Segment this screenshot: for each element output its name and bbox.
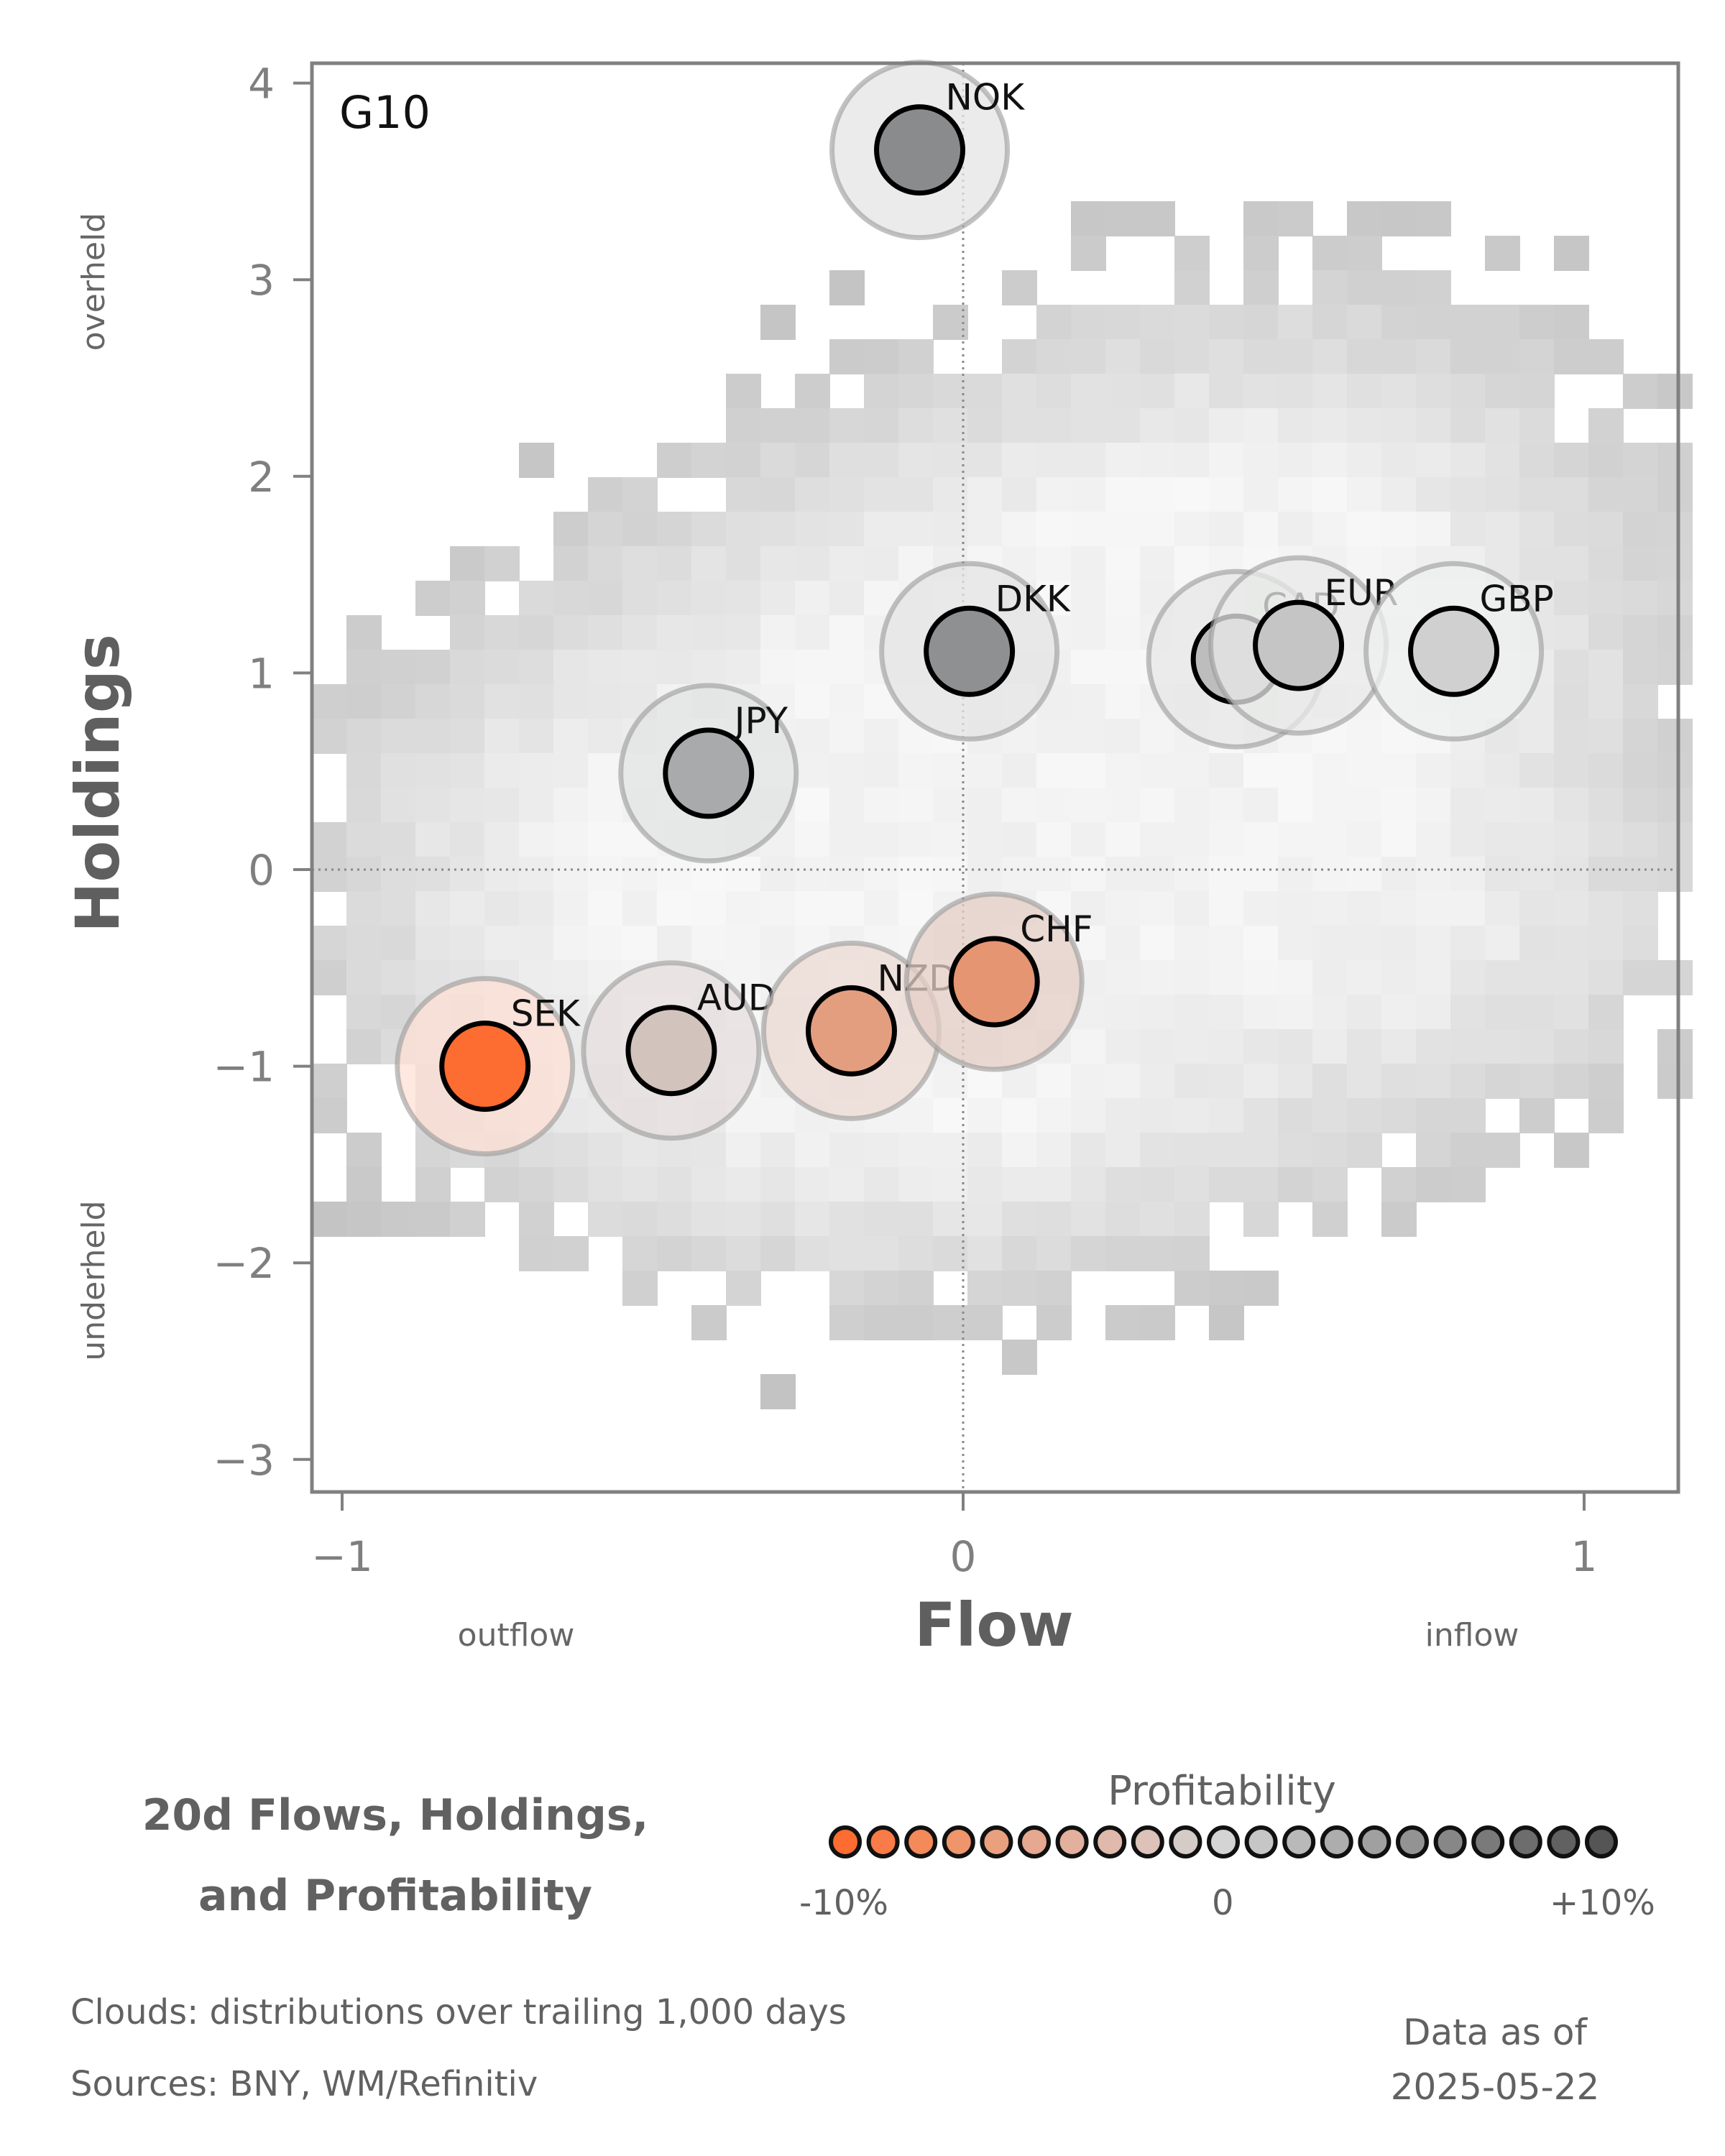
label-chf: CHF [1020, 908, 1092, 950]
legend-swatch [1509, 1825, 1542, 1858]
bubble-eur: EUR [1208, 555, 1398, 736]
x-tick-label: 0 [950, 1532, 977, 1581]
chart-title-line2: and Profitability [198, 1871, 592, 1921]
bubble-sek: SEK [395, 976, 581, 1157]
as-of-label: Data as of [1402, 2012, 1588, 2053]
legend-swatch [866, 1825, 900, 1858]
label-gbp: GBP [1480, 578, 1554, 619]
bubble-nok: NOK [829, 60, 1026, 241]
chart-title-line1: 20d Flows, Holdings, [142, 1790, 649, 1841]
legend-swatch [1396, 1825, 1429, 1858]
legend-swatch [942, 1825, 975, 1858]
x-axis-title: Flow [914, 1590, 1073, 1660]
label-sek: SEK [511, 993, 581, 1035]
legend-swatch [1358, 1825, 1392, 1858]
legend-swatch [1585, 1825, 1618, 1858]
reference-lines [312, 63, 1678, 1492]
label-nok: NOK [946, 77, 1026, 119]
legend-swatch [1282, 1825, 1316, 1858]
y-axis-title: Holdings [63, 634, 133, 933]
y-tick-label: 2 [248, 453, 275, 502]
legend-mid-label: 0 [1212, 1883, 1234, 1923]
legend-swatch [1055, 1825, 1089, 1858]
legend-swatch [904, 1825, 938, 1858]
distribution-clouds [312, 201, 1693, 1409]
profitability-legend [829, 1825, 1618, 1858]
legend-swatch [829, 1825, 862, 1858]
legend-swatch [1169, 1825, 1202, 1858]
axes: −1 0 1 4 3 2 1 0 −1 −2 −3 [213, 60, 1680, 1581]
bubble-gbp: GBP [1363, 561, 1554, 742]
legend-max-label: +10% [1550, 1883, 1655, 1923]
clouds-note: Clouds: distributions over trailing 1,00… [70, 1992, 847, 2032]
currency-bubbles: NOKDKKJPYCADEURGBPSEKAUDNZDCHF [395, 60, 1554, 1157]
legend-swatch [1131, 1825, 1164, 1858]
legend-swatch [1244, 1825, 1278, 1858]
outflow-label: outflow [458, 1617, 575, 1654]
legend-swatch [980, 1825, 1013, 1858]
legend-swatch [1547, 1825, 1581, 1858]
y-tick-label: −3 [213, 1436, 275, 1485]
x-tick-label: 1 [1571, 1532, 1598, 1581]
y-tick-label: 0 [248, 846, 275, 895]
bubble-dkk: DKK [879, 561, 1071, 742]
sources-note: Sources: BNY, WM/Refinitiv [70, 2064, 538, 2104]
label-dkk: DKK [995, 578, 1071, 619]
legend-swatch [1433, 1825, 1467, 1858]
as-of-date: 2025-05-22 [1390, 2066, 1600, 2108]
y-tick-label: 1 [248, 649, 275, 698]
legend-title: Profitability [1108, 1768, 1336, 1815]
overheld-label: overheld [75, 213, 112, 351]
legend-swatch [1093, 1825, 1127, 1858]
bubble-chf: CHF [903, 891, 1092, 1072]
legend-swatch [1207, 1825, 1240, 1858]
x-tick-label: −1 [311, 1532, 373, 1581]
panel-label: G10 [339, 86, 431, 139]
label-jpy: JPY [732, 700, 788, 742]
legend-swatch [1018, 1825, 1051, 1858]
legend-swatch [1320, 1825, 1353, 1858]
y-tick-label: −2 [213, 1239, 275, 1288]
label-aud: AUD [697, 977, 776, 1019]
y-tick-label: −1 [213, 1043, 275, 1092]
underheld-label: underheld [75, 1200, 112, 1360]
chart-title: 20d Flows, Holdings, and Profitability [72, 1775, 719, 1936]
y-tick-label: 4 [248, 60, 275, 109]
inflow-label: inflow [1425, 1617, 1519, 1654]
legend-min-label: -10% [799, 1883, 889, 1923]
legend-swatch [1471, 1825, 1505, 1858]
axis-labels: G10 Flow outflow inflow Holdings overheld unde… [63, 86, 1519, 1660]
y-tick-label: 3 [248, 256, 275, 305]
bubble-aud: AUD [581, 960, 776, 1141]
bubble-jpy: JPY [618, 683, 799, 864]
data-as-of: Data as of 2025-05-22 [1351, 2005, 1639, 2114]
